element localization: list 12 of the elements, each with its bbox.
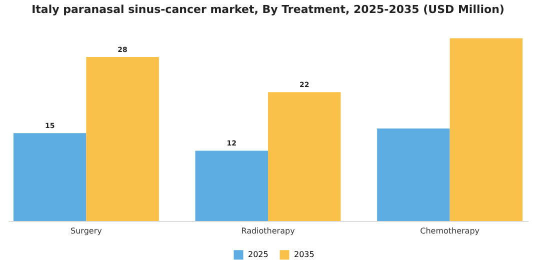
bar [195,150,268,221]
bar [450,38,523,221]
bar [268,92,341,221]
x-tick-label: Surgery [70,226,102,236]
legend-label: 2025 [248,250,268,259]
chart-title: Italy paranasal sinus-cancer market, By Treatment, 2025-2035 (USD Million) [32,3,504,16]
legend-label: 2035 [294,250,314,259]
x-tick-label: Chemotherapy [420,226,480,236]
x-tick-label: Radiotherapy [241,226,296,236]
bar [86,57,159,221]
bar [377,128,450,221]
bar [13,133,86,221]
